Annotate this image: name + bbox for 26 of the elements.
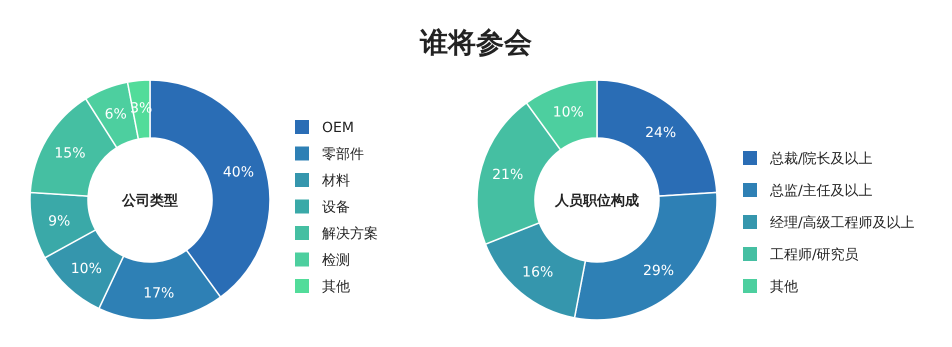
legend-label: 总监/主任及以上 [769, 183, 873, 199]
data-label: 16% [522, 264, 554, 281]
legend-label: OEM [322, 120, 354, 136]
legend-label: 其他 [770, 279, 798, 295]
data-label: 24% [645, 125, 676, 142]
data-label: 6% [104, 106, 127, 123]
data-label: 9% [48, 213, 70, 230]
data-label: 40% [222, 164, 254, 180]
data-label: 21% [492, 167, 524, 184]
legend-label: 工程师/研究员 [770, 247, 859, 263]
data-label: 29% [642, 262, 674, 279]
legend-label: 设备 [322, 200, 350, 216]
text: 人员职位构成 [554, 193, 639, 209]
data-label: 10% [70, 260, 102, 277]
legend-label: 材料 [321, 173, 350, 189]
legend-label: 检测 [322, 252, 350, 268]
text: 公司类型 [121, 193, 178, 209]
legend-label: 经理/高级工程师及以上 [770, 215, 915, 231]
legend-label: 总裁/院长及以上 [769, 151, 873, 167]
legend-label: 解决方案 [322, 225, 378, 242]
legend-label: 其他 [322, 279, 350, 295]
data-label: 10% [552, 104, 584, 121]
text: 谁将参会 [419, 26, 532, 59]
data-label: 17% [143, 286, 174, 302]
legend-label: 零部件 [322, 146, 364, 162]
data-label: 15% [54, 146, 86, 162]
